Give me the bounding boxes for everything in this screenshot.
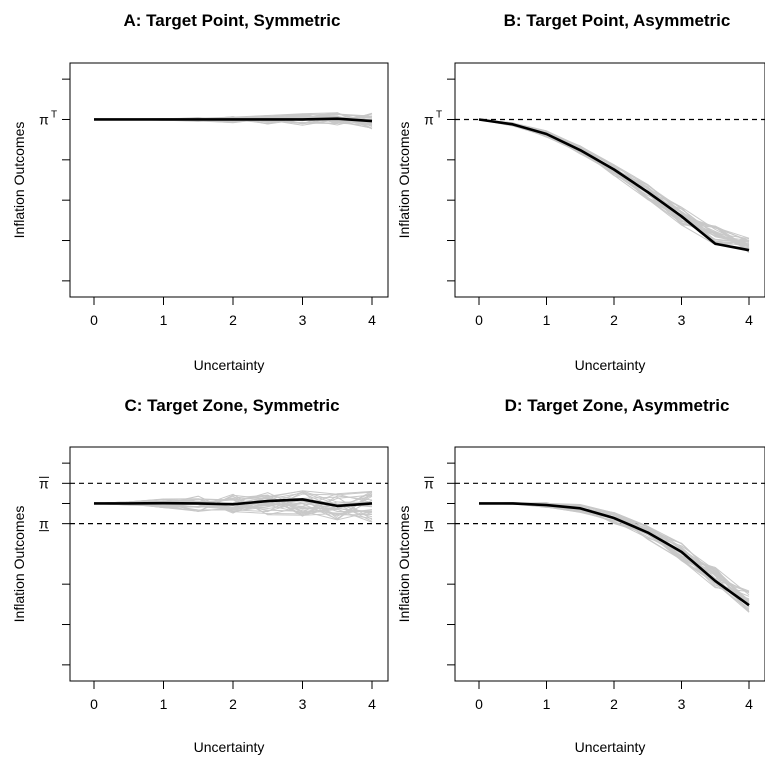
simulated-path (478, 118, 750, 243)
simulated-path (478, 118, 750, 241)
mean-path (479, 502, 750, 607)
x-tick-label: 3 (299, 312, 307, 328)
panel-2: B: Target Point, Asymmetric Uncertainty In… (396, 11, 765, 373)
x-axis-label: Uncertainty (575, 739, 646, 755)
simulated-path (478, 118, 750, 242)
data-area (93, 112, 373, 130)
panel-title: D: Target Zone, Asymmetric (505, 396, 730, 415)
panel-title: A: Target Point, Symmetric (124, 11, 341, 30)
x-tick-label: 1 (543, 696, 551, 712)
x-tick-label: 4 (745, 696, 753, 712)
y-axis-label: Inflation Outcomes (11, 122, 27, 239)
x-tick-label: 4 (745, 312, 753, 328)
y-tick-label: π (39, 111, 49, 127)
simulated-path (478, 118, 750, 247)
simulated-path (478, 118, 750, 247)
plot-frame (69, 446, 389, 682)
y-axis-label: Inflation Outcomes (396, 506, 412, 623)
x-tick-label: 1 (160, 312, 168, 328)
panel-title: C: Target Zone, Symmetric (124, 396, 339, 415)
x-tick-label: 2 (229, 312, 237, 328)
y-tick-label: π (39, 475, 49, 491)
y-tick-label: π (424, 475, 434, 491)
x-tick-label: 3 (678, 696, 686, 712)
x-tick-label: 0 (475, 312, 483, 328)
y-tick-label-sup: T (436, 109, 442, 120)
panel-4: D: Target Zone, Asymmetric Uncertainty Inf… (396, 396, 765, 755)
x-tick-label: 1 (543, 312, 551, 328)
y-tick-label-sup: T (51, 109, 57, 120)
x-axis-label: Uncertainty (194, 357, 265, 373)
x-axis-label: Uncertainty (194, 739, 265, 755)
simulated-path (478, 118, 750, 242)
panel-3: C: Target Zone, Symmetric Uncertainty Infl… (11, 396, 389, 755)
x-tick-label: 0 (90, 696, 98, 712)
simulated-path (478, 118, 750, 243)
mean-path (94, 498, 373, 508)
simulated-path (478, 118, 750, 247)
data-area (478, 118, 750, 253)
data-area (93, 490, 373, 523)
mean-path (478, 118, 750, 252)
y-axis-label: Inflation Outcomes (396, 122, 412, 239)
x-axis-label: Uncertainty (575, 357, 646, 373)
panel-title: B: Target Point, Asymmetric (504, 11, 731, 30)
x-tick-label: 2 (229, 696, 237, 712)
data-area (478, 502, 750, 613)
plot-frame (69, 62, 389, 298)
x-tick-label: 4 (368, 696, 376, 712)
panel-1: A: Target Point, Symmetric Uncertainty Inf… (11, 11, 389, 373)
simulated-path (478, 118, 750, 243)
plot-frame (454, 62, 765, 298)
x-tick-label: 2 (610, 696, 618, 712)
x-tick-label: 2 (610, 312, 618, 328)
x-tick-label: 3 (678, 312, 686, 328)
y-tick-label: π (424, 516, 434, 532)
y-axis-label: Inflation Outcomes (11, 506, 27, 623)
plot-frame (454, 446, 765, 682)
x-tick-label: 4 (368, 312, 376, 328)
x-tick-label: 1 (160, 696, 168, 712)
simulated-path (478, 118, 750, 239)
simulated-path (478, 118, 750, 242)
mean-path (94, 117, 373, 123)
x-tick-label: 0 (90, 312, 98, 328)
y-tick-label: π (424, 111, 434, 127)
y-tick-label: π (39, 516, 49, 532)
x-tick-label: 3 (299, 696, 307, 712)
x-tick-label: 0 (475, 696, 483, 712)
simulated-path (478, 118, 750, 240)
